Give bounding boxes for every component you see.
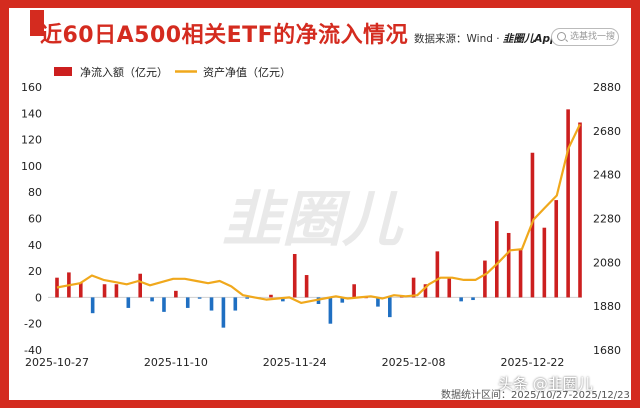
bar (281, 297, 285, 302)
bar (78, 282, 83, 298)
bar (542, 227, 547, 298)
bar (340, 297, 345, 303)
bar (233, 297, 238, 311)
y-left-tick-label: -40 (24, 344, 42, 357)
y-left-tick-label: 60 (28, 213, 42, 226)
bar (292, 254, 297, 298)
y-left-tick-label: 0 (35, 291, 42, 304)
x-axis: 2025-10-27 2025-11-10 2025-11-24 2025-12-08… (25, 356, 564, 369)
y-left-tick-label: 80 (28, 186, 42, 199)
legend-swatch-bar (54, 67, 72, 76)
data-source-app: 韭圈儿App (502, 33, 558, 45)
bar (55, 277, 59, 298)
title-accent-bar (30, 10, 44, 36)
x-tick-label: 2025-12-22 (500, 356, 564, 369)
bar (388, 297, 392, 318)
bar (114, 284, 119, 298)
x-tick-label: 2025-11-10 (144, 356, 208, 369)
y-left-tick-label: 160 (21, 81, 42, 94)
bar (90, 297, 95, 314)
x-tick-label: 2025-12-08 (382, 356, 446, 369)
bar (352, 284, 356, 298)
bar (126, 297, 131, 308)
y-left-tick-label: 120 (21, 134, 42, 147)
legend-label-line: 资产净值（亿元） (203, 65, 291, 79)
bar (138, 273, 143, 298)
y-left-tick-label: 140 (21, 107, 42, 120)
page-title: 近60日A500相关ETF的净流入情况 (40, 23, 409, 48)
bar (471, 297, 475, 301)
bar (150, 297, 154, 302)
y-axis-right: 1680 1880 2080 2280 2480 2680 2880 (593, 81, 621, 357)
bar (209, 297, 214, 311)
credit-watermark: 头条 @韭圈儿 (498, 375, 593, 393)
y-axis-left: -40 -20 0 20 40 60 80 100 120 140 160 (21, 81, 42, 357)
bar (328, 297, 333, 324)
bar (269, 294, 273, 298)
y-right-tick-label: 1680 (593, 344, 621, 357)
y-left-tick-label: 100 (21, 160, 42, 173)
chart-frame (9, 8, 631, 400)
bar (459, 297, 463, 302)
bar (578, 122, 582, 298)
y-right-tick-label: 1880 (593, 300, 621, 313)
bar (221, 297, 226, 328)
bar (197, 297, 202, 299)
search-placeholder: 选基找一搜 (570, 32, 616, 42)
y-left-tick-label: -20 (24, 318, 42, 331)
bar (376, 297, 380, 307)
search-input[interactable]: 选基找一搜 (551, 28, 619, 46)
bar (102, 284, 107, 298)
bar (411, 277, 416, 298)
bar (506, 232, 511, 298)
bar (518, 250, 523, 298)
bar (185, 297, 190, 308)
y-right-tick-label: 2080 (593, 256, 621, 269)
data-source: 数据来源：Wind · 韭圈儿App (414, 31, 558, 46)
bar (304, 275, 309, 298)
bar (162, 297, 166, 312)
y-right-tick-label: 2680 (593, 125, 621, 138)
watermark: 韭圈儿 (222, 185, 404, 255)
bar (423, 284, 428, 298)
bar (174, 290, 178, 298)
legend: 净流入额（亿元） 资产净值（亿元） (54, 65, 291, 79)
y-right-tick-label: 2880 (593, 81, 621, 94)
footer-range: 数据统计区间：2025/10/27-2025/12/23 (441, 390, 630, 401)
x-tick-label: 2025-11-24 (263, 356, 327, 369)
legend-label-bar: 净流入额（亿元） (80, 65, 168, 79)
bar (494, 221, 499, 298)
x-tick-label: 2025-10-27 (25, 356, 89, 369)
bar (447, 277, 452, 298)
y-right-tick-label: 2480 (593, 169, 621, 182)
bar (554, 200, 559, 298)
y-left-tick-label: 20 (28, 265, 42, 278)
bar (435, 251, 440, 298)
bar (566, 109, 570, 298)
bar (245, 297, 249, 299)
search-icon (557, 32, 566, 41)
y-right-tick-label: 2280 (593, 213, 621, 226)
data-source-prefix: 数据来源：Wind · (414, 33, 503, 45)
y-left-tick-label: 40 (28, 239, 42, 252)
line-series (56, 123, 581, 304)
bar (483, 260, 487, 298)
